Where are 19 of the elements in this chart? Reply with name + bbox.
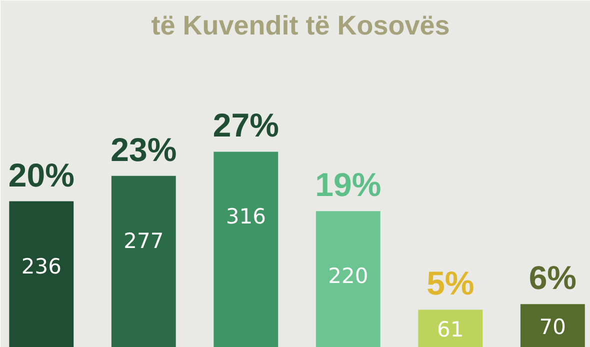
bar xyxy=(9,201,74,347)
data-label: 316 xyxy=(226,204,266,229)
bar xyxy=(111,176,176,347)
data-label: 61 xyxy=(437,318,464,342)
annotation: 5% xyxy=(426,264,474,302)
bar xyxy=(316,211,380,347)
annotation: 19% xyxy=(315,166,382,204)
chart-title: të Kuvendit të Kosovës xyxy=(151,10,450,40)
data-label: 70 xyxy=(539,314,566,339)
data-label: 220 xyxy=(328,264,368,288)
bar xyxy=(418,310,483,347)
data-label: 236 xyxy=(21,254,62,278)
bar xyxy=(520,304,585,347)
data-label: 277 xyxy=(124,228,164,253)
annotation: 27% xyxy=(212,106,279,144)
bar xyxy=(214,152,278,347)
annotation: 20% xyxy=(8,156,74,194)
annotation: 23% xyxy=(110,130,177,168)
annotation: 6% xyxy=(528,259,577,296)
